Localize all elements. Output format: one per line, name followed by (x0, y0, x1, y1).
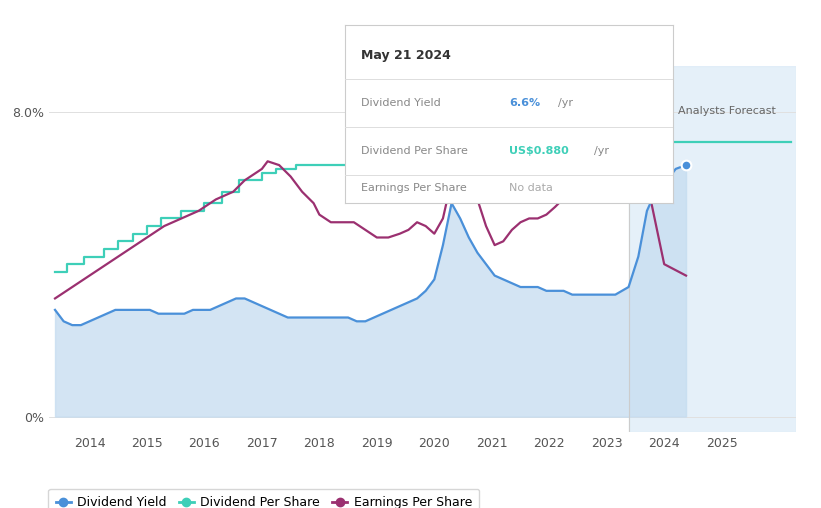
Text: Dividend Yield: Dividend Yield (361, 98, 441, 108)
Text: US$0.880: US$0.880 (509, 146, 569, 156)
Text: May 21 2024: May 21 2024 (361, 49, 451, 61)
Text: Earnings Per Share: Earnings Per Share (361, 183, 467, 194)
Text: /yr: /yr (558, 98, 573, 108)
Text: Analysts Forecast: Analysts Forecast (678, 106, 777, 116)
Text: /yr: /yr (594, 146, 609, 156)
Text: No data: No data (509, 183, 553, 194)
Text: 6.6%: 6.6% (509, 98, 540, 108)
Bar (629, 66, 796, 432)
Text: Dividend Per Share: Dividend Per Share (361, 146, 468, 156)
Text: Past: Past (634, 106, 658, 116)
Legend: Dividend Yield, Dividend Per Share, Earnings Per Share: Dividend Yield, Dividend Per Share, Earn… (48, 489, 479, 508)
